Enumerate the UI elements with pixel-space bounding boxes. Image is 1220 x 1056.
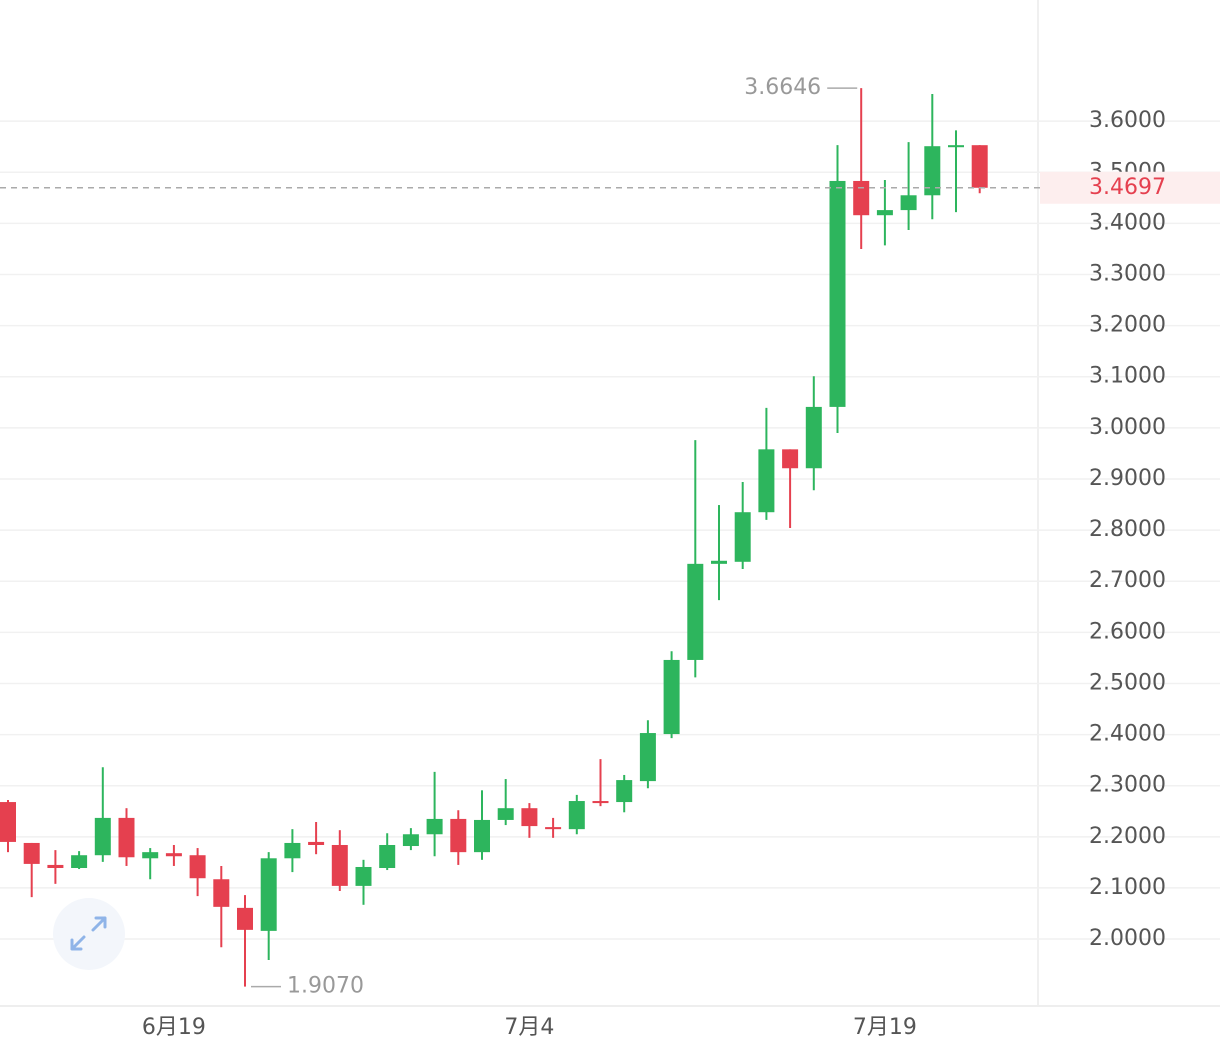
y-tick-label: 2.1000 [1089,875,1166,900]
candle-body [47,864,64,869]
candle-body [734,512,751,562]
candle-body [924,146,941,196]
candle-body [758,449,775,513]
candle-body [900,195,917,211]
y-tick-label: 2.3000 [1089,773,1166,798]
y-tick-label: 3.3000 [1089,262,1166,287]
high-label: 3.6646 [744,75,821,100]
low-label: 1.9070 [287,974,364,999]
candle-body [23,842,40,864]
candle-body [948,145,964,148]
y-tick-label: 2.6000 [1089,619,1166,644]
candle-body [829,180,846,407]
candle-body [426,818,443,835]
y-tick-label: 2.8000 [1089,517,1166,542]
candle-body [687,563,704,660]
last-price-bg [1040,171,1220,204]
y-tick-label: 2.7000 [1089,568,1166,593]
candle-body [497,808,514,820]
candle-body [402,834,419,847]
candle-body [639,733,656,782]
candle-body [213,879,230,907]
candle-body [71,855,88,869]
y-tick-label: 3.1000 [1089,364,1166,389]
grid [0,120,1220,940]
candle-body [876,210,893,216]
candle-body [379,844,396,869]
candle-body [853,180,870,216]
candle-body [450,818,467,853]
candle-body [805,406,822,469]
y-tick-label: 3.2000 [1089,313,1166,338]
y-tick-label: 2.0000 [1089,926,1166,951]
x-tick-label: 6月19 [142,1015,206,1040]
y-tick-label: 2.5000 [1089,670,1166,695]
candle-body [237,907,253,930]
candle-body [189,855,206,879]
y-tick-label: 2.2000 [1089,824,1166,849]
y-tick-label: 3.0000 [1089,415,1166,440]
candle-body [165,853,182,857]
candle-body [331,844,348,886]
x-tick-label: 7月19 [853,1015,917,1040]
last-price-label: 3.4697 [1089,175,1166,200]
candle-body [118,817,135,858]
candle-body [308,841,325,845]
y-tick-label: 2.9000 [1089,466,1166,491]
candle-body [0,802,16,842]
y-tick-label: 2.4000 [1089,722,1166,747]
candle-body [568,801,585,830]
candle-body [521,808,538,827]
candle-body [355,866,372,886]
candle-body [592,801,609,804]
candle-body [545,827,562,830]
candle-body [94,817,111,856]
y-tick-label: 3.6000 [1089,108,1166,133]
expand-icon[interactable] [70,916,107,951]
expand-button[interactable] [53,898,125,970]
candle-body [616,780,633,803]
candle-body [260,858,277,931]
y-tick-label: 3.4000 [1089,210,1166,235]
candle-body [971,145,988,188]
x-tick-label: 7月4 [504,1015,554,1040]
expand-bg[interactable] [53,898,125,970]
candle-body [711,560,727,564]
candle-body [474,819,490,853]
candle-body [142,852,159,859]
candle-body [782,449,799,469]
candle-body [663,659,680,735]
plot [0,87,988,988]
candle-body [284,842,301,859]
